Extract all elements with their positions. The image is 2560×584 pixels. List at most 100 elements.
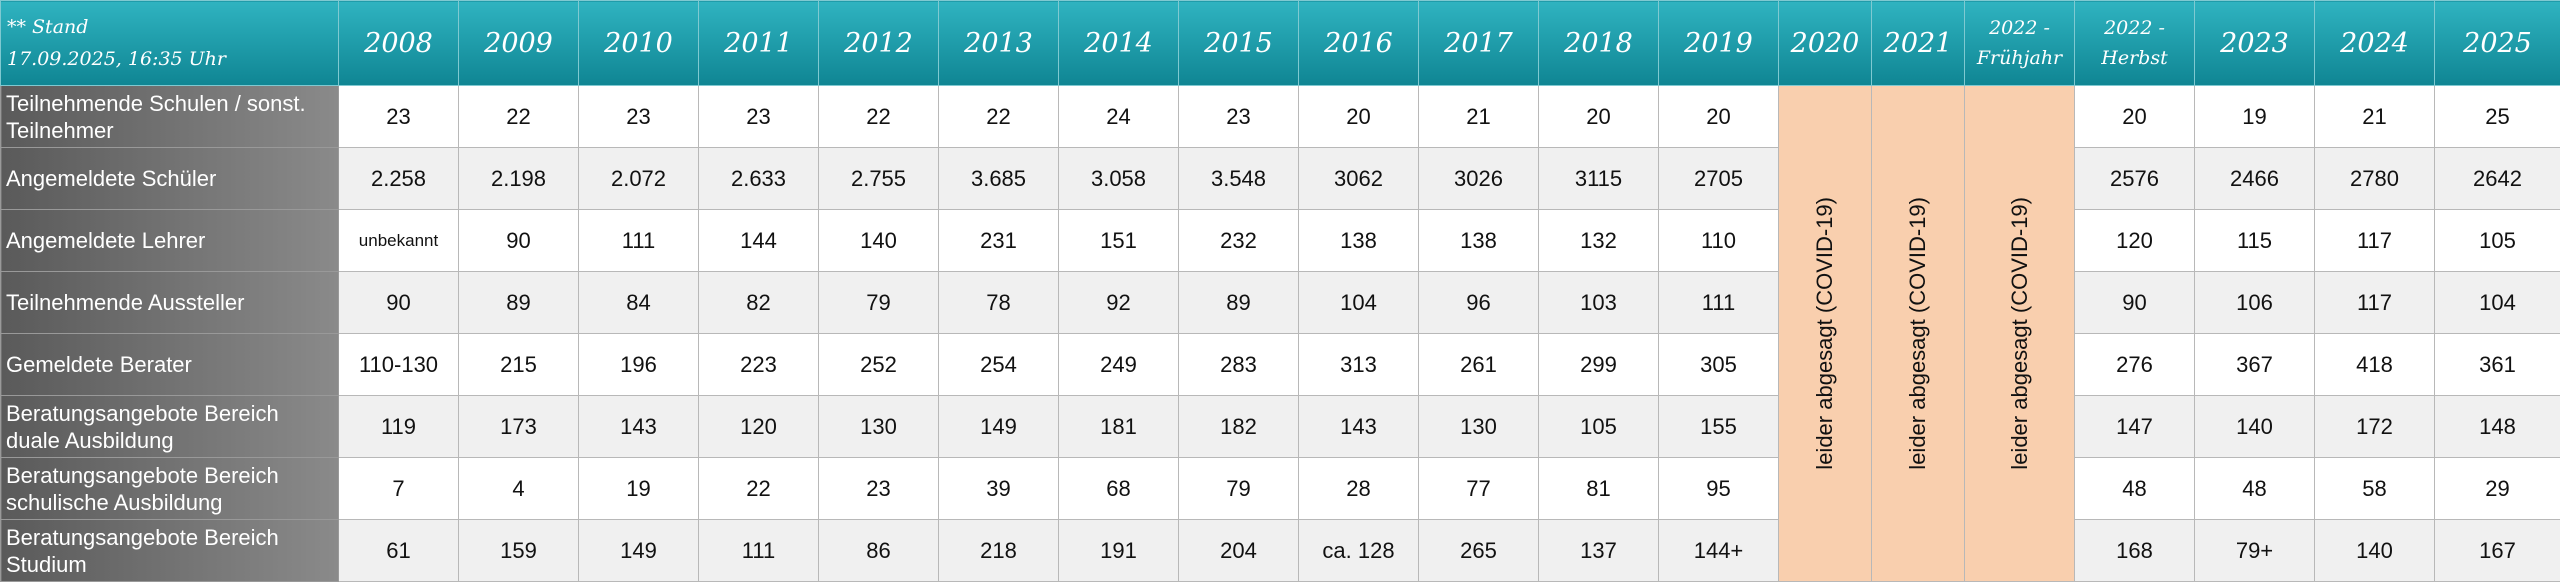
row-label: Gemeldete Berater xyxy=(0,333,339,396)
column-header-text: 2021 xyxy=(1883,27,1953,59)
column-header-text: 2014 xyxy=(1084,27,1153,59)
value-cell: 23 xyxy=(338,85,459,148)
value-cell: 90 xyxy=(458,209,579,272)
column-header: 2015 xyxy=(1178,0,1299,86)
value-cell: 149 xyxy=(578,519,699,582)
value-cell: 2.755 xyxy=(818,147,939,210)
value-cell: 232 xyxy=(1178,209,1299,272)
column-header: 2009 xyxy=(458,0,579,86)
column-header: 2010 xyxy=(578,0,699,86)
column-header-text: 2015 xyxy=(1204,27,1273,59)
value-cell: 182 xyxy=(1178,395,1299,458)
row-label: Angemeldete Schüler xyxy=(0,147,339,210)
value-cell: 313 xyxy=(1298,333,1419,396)
value-cell: 119 xyxy=(338,395,459,458)
value-cell: 20 xyxy=(1658,85,1779,148)
value-cell: 105 xyxy=(2434,209,2560,272)
value-cell: 2.198 xyxy=(458,147,579,210)
value-cell: 82 xyxy=(698,271,819,334)
column-header: 2024 xyxy=(2314,0,2435,86)
value-cell: 22 xyxy=(458,85,579,148)
table-row: Angemeldete Lehrer unbekannt 90 111 144 140 23… xyxy=(0,209,2560,272)
value-cell: 3026 xyxy=(1418,147,1539,210)
value-cell: 140 xyxy=(818,209,939,272)
header-row: ** Stand 17.09.2025, 16:35 Uhr 2008 2009 201… xyxy=(0,0,2560,86)
value-cell: 90 xyxy=(338,271,459,334)
value-cell: 367 xyxy=(2194,333,2315,396)
table-row: Beratungsangebote Bereich Studium 61 159 14… xyxy=(0,519,2560,582)
value-cell: 151 xyxy=(1058,209,1179,272)
value-cell: 23 xyxy=(818,457,939,520)
value-cell: 130 xyxy=(818,395,939,458)
value-cell: 24 xyxy=(1058,85,1179,148)
value-cell: 148 xyxy=(2434,395,2560,458)
value-cell: 104 xyxy=(1298,271,1419,334)
column-header-text: 2017 xyxy=(1444,27,1513,59)
value-cell: 120 xyxy=(2074,209,2195,272)
stand-text: ** Stand xyxy=(7,16,89,38)
column-header: 2022 - Frühjahr xyxy=(1964,0,2075,86)
value-cell: 21 xyxy=(1418,85,1539,148)
value-cell: 196 xyxy=(578,333,699,396)
value-cell: 252 xyxy=(818,333,939,396)
value-cell: 22 xyxy=(698,457,819,520)
value-cell: 19 xyxy=(2194,85,2315,148)
value-cell: 149 xyxy=(938,395,1059,458)
value-cell: 305 xyxy=(1658,333,1779,396)
value-cell: 81 xyxy=(1538,457,1659,520)
row-label: Teilnehmende Aussteller xyxy=(0,271,339,334)
value-cell: 361 xyxy=(2434,333,2560,396)
column-header-text: 2013 xyxy=(964,27,1033,59)
column-header-text: 2024 xyxy=(2340,27,2409,59)
value-cell: 3.548 xyxy=(1178,147,1299,210)
value-cell: 23 xyxy=(578,85,699,148)
column-header: 2017 xyxy=(1418,0,1539,86)
column-header-text: 2012 xyxy=(844,27,913,59)
value-cell: 111 xyxy=(578,209,699,272)
value-cell: 143 xyxy=(578,395,699,458)
value-cell: 130 xyxy=(1418,395,1539,458)
row-label: Teilnehmende Schulen / sonst. Teilnehmer xyxy=(0,85,339,148)
value-cell: 2642 xyxy=(2434,147,2560,210)
column-header: 2019 xyxy=(1658,0,1779,86)
value-cell: 418 xyxy=(2314,333,2435,396)
value-cell: 89 xyxy=(1178,271,1299,334)
value-cell: 86 xyxy=(818,519,939,582)
value-cell: 29 xyxy=(2434,457,2560,520)
column-header-text: 2018 xyxy=(1564,27,1633,59)
value-cell: 84 xyxy=(578,271,699,334)
column-header-text: 2022 - xyxy=(2104,17,2165,39)
value-cell: 48 xyxy=(2074,457,2195,520)
value-cell: 104 xyxy=(2434,271,2560,334)
stand-text: 17.09.2025, 16:35 Uhr xyxy=(7,48,226,70)
column-header: 2008 xyxy=(338,0,459,86)
value-cell: 140 xyxy=(2314,519,2435,582)
column-header: 2016 xyxy=(1298,0,1419,86)
column-header: 2014 xyxy=(1058,0,1179,86)
value-cell: 90 xyxy=(2074,271,2195,334)
value-cell: 92 xyxy=(1058,271,1179,334)
value-cell: 22 xyxy=(818,85,939,148)
value-cell: ca. 128 xyxy=(1298,519,1419,582)
value-cell: 23 xyxy=(698,85,819,148)
column-header-text: Frühjahr xyxy=(1976,47,2063,69)
value-cell: 7 xyxy=(338,457,459,520)
value-cell: 23 xyxy=(1178,85,1299,148)
value-cell: 79 xyxy=(1178,457,1299,520)
value-cell: 138 xyxy=(1418,209,1539,272)
value-cell: 254 xyxy=(938,333,1059,396)
value-cell: 111 xyxy=(698,519,819,582)
column-header-text: 2020 xyxy=(1790,27,1860,59)
column-header: 2020 xyxy=(1778,0,1872,86)
value-cell: 20 xyxy=(1298,85,1419,148)
column-header-text: Herbst xyxy=(2101,47,2168,69)
table-row: Teilnehmende Aussteller 90 89 84 82 79 78 92 89 1… xyxy=(0,271,2560,334)
value-cell: 159 xyxy=(458,519,579,582)
value-cell: 276 xyxy=(2074,333,2195,396)
value-cell: 2705 xyxy=(1658,147,1779,210)
value-cell: 115 xyxy=(2194,209,2315,272)
value-cell: 204 xyxy=(1178,519,1299,582)
value-cell: 111 xyxy=(1658,271,1779,334)
table-row: Beratungsangebote Bereich schulische Aus… xyxy=(0,457,2560,520)
